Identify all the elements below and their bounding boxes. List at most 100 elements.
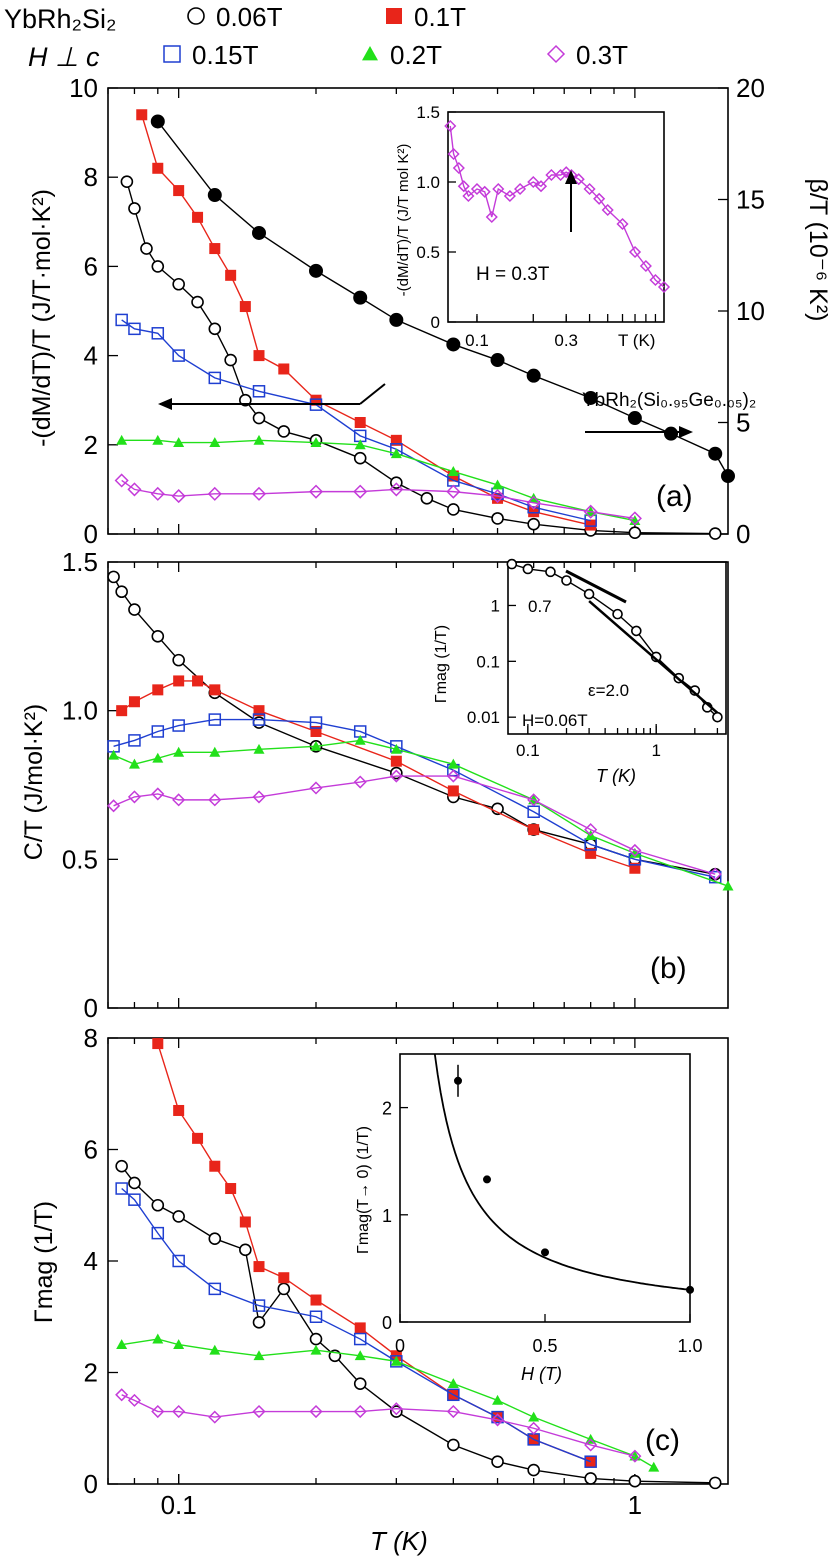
panel-a-0.3T-point-11 <box>526 495 541 510</box>
panel-a-0.1T-point-5 <box>225 269 237 281</box>
panel-b-0.3T-point-12 <box>628 843 642 857</box>
panel-c-0.06T-point-16 <box>628 1474 642 1488</box>
panel-c-0.06T-point-12 <box>447 1438 460 1452</box>
panel-a-0.3T-point-7 <box>353 484 368 499</box>
panel-c-y-ticklabel-2: 4 <box>84 1246 98 1276</box>
panel-a-inset-0.3T-point-9 <box>503 189 516 203</box>
panel-c-label: (c) <box>645 1424 680 1457</box>
panel-a-inset-0.3T-point-25 <box>657 280 671 294</box>
panel-a-0.1T-point-13 <box>492 492 504 504</box>
panel-a-0.06T-point-1 <box>128 202 141 215</box>
panel-b-inset-fit-line <box>588 600 719 714</box>
panel-a-0.1T-point-15 <box>585 519 597 531</box>
panel-c-0.3T-point-7 <box>353 1404 367 1419</box>
panel-c-0.15T-point-5 <box>252 1299 266 1312</box>
panel-a-0.1T-point-14 <box>528 506 540 518</box>
panel-c-0.06T-point-1 <box>128 1176 141 1190</box>
panel-c-0.3T-point-13 <box>628 1449 642 1463</box>
panel-c-inset-point-1 <box>483 1175 491 1184</box>
panel-a-inset-xunit: T (K) <box>618 331 655 350</box>
panel-b-inset-0.06T-point-4 <box>583 588 595 600</box>
panel-a-inset-0.3T-point-0 <box>444 119 457 133</box>
panel-c-0.06T-point-13 <box>491 1455 504 1468</box>
panel-c-0.2T-point-9 <box>492 1394 504 1405</box>
panel-a-label: (a) <box>656 480 693 513</box>
panel-c-0.3T-point-0 <box>115 1388 129 1402</box>
panel-a-inset-0.3T-point-6 <box>478 185 491 198</box>
panel-c-inset-y-ticklabel-2: 2 <box>382 1099 392 1119</box>
panel-c-y-ticklabel-0: 0 <box>84 1469 98 1499</box>
panel-a-y2-ticklabel-4: 20 <box>736 73 765 103</box>
panel-b-inset-0.06T-point-1 <box>522 563 534 575</box>
panel-a-0.06T-point-2 <box>140 242 153 255</box>
panel-b-0.1T-point-11 <box>585 847 597 859</box>
panel-c-inset-point-3 <box>686 1285 694 1294</box>
panel-b-inset-0.06T-point-3 <box>561 575 572 586</box>
panel-c-0.1T-point-1 <box>173 1104 185 1116</box>
panel-a-inset-0.3T-point-21 <box>616 217 629 231</box>
panel-a-inset-ticks: 0.1 0.3 0 0.5 1.0 1.5 <box>416 103 657 350</box>
panel-a-y2label: β/T (10⁻⁶ K²) <box>804 179 830 322</box>
panel-b-inset-xlabel: T (K) <box>596 766 636 786</box>
panel-b-0.2T-point-6 <box>310 740 322 751</box>
panel-c-0.06T-point-10 <box>353 1377 367 1390</box>
panel-a-inset-0.3T-point-11 <box>527 175 540 189</box>
legend-marker-0.2T <box>362 46 378 61</box>
panel-b-inset: 0.1 10.010.11 Γmag (1/T) T (K) 0.7 ε=2.0 … <box>433 558 727 786</box>
panel-a-inset-xl-ticklabel-1: 0.3 <box>554 331 578 350</box>
panel-b-inset-ylabel: Γmag (1/T) <box>433 625 450 703</box>
panel-c-inset: 0 0.5 1.0 0 1 2 Γmag(T→ 0) (1/T) H (T) <box>355 1053 703 1384</box>
panel-a-beta-point-10 <box>627 411 642 426</box>
panel-b-inset-0.06T-point-11 <box>712 711 723 723</box>
panel-a-annotation: YbRh₂(Si₀.₉₅Ge₀.₀₅)₂ <box>582 390 756 411</box>
panel-a-beta-point-3 <box>309 263 324 278</box>
panel-b-inset-y-ticklabel-1: 0.1 <box>476 652 500 671</box>
panel-c: 0.1 1 0 2 4 6 8 Γmag (1/T) (c) T (K) 0 0.5 1.0 0 1… <box>30 1023 729 1556</box>
panel-c-ylabel: Γmag (1/T) <box>30 1201 58 1323</box>
panel-a-0.06T-point-17 <box>527 517 540 531</box>
panel-a-inset: 0.1 0.3 0 0.5 1.0 1.5 -(dM/dT)/T (J/T mol K²)… <box>395 103 671 350</box>
panel-a-y-ticklabel-1: 2 <box>84 430 98 460</box>
panel-b-inset-y-ticklabel-2: 1 <box>491 596 500 615</box>
panel-c-series <box>115 1038 722 1490</box>
panel-b-0.3T-point-5 <box>252 790 266 804</box>
panel-c-0.2T-point-1 <box>152 1333 164 1344</box>
panel-c-0.15T-point-7 <box>353 1332 367 1346</box>
panel-a-0.1T-point-1 <box>152 162 164 174</box>
panel-c-0.3T-point-5 <box>252 1404 266 1419</box>
panel-c-0.2T-point-3 <box>209 1344 221 1355</box>
panel-c-xl-ticklabel-1: 1 <box>628 1490 642 1520</box>
panel-b-0.1T-point-6 <box>253 705 265 717</box>
panel-c-0.06T-line <box>121 1165 716 1484</box>
panel-c-0.3T-point-12 <box>584 1438 598 1452</box>
panel-c-0.2T-point-5 <box>310 1344 322 1355</box>
panel-c-0.2T-point-10 <box>528 1411 540 1422</box>
panel-b-0.1T-point-8 <box>390 755 402 767</box>
inset-a-arrowhead <box>565 170 577 184</box>
panel-a-0.15T-point-3 <box>172 349 185 362</box>
panel-c-0.15T-point-10 <box>491 1410 504 1424</box>
panel-a-0.3T-point-5 <box>251 486 267 501</box>
panel-b-0.1T-point-12 <box>629 862 641 874</box>
panel-a-0.1T-point-7 <box>253 350 265 362</box>
panel-b-0.15T-point-13 <box>708 870 722 884</box>
panel-a-y2-ticklabel-1: 5 <box>736 408 750 438</box>
panel-a-beta-point-5 <box>389 312 404 327</box>
panel-a-0.06T-point-6 <box>208 322 222 336</box>
panel-a-inset-0.3T-point-2 <box>452 161 465 175</box>
panel-a-0.3T-point-3 <box>171 489 186 504</box>
panel-b-0.2T-point-2 <box>152 752 164 763</box>
panel-c-inset-fit-curve <box>433 1053 691 1291</box>
panel-b-inset-xl-ticklabel-0: 0.1 <box>516 741 540 760</box>
panel-b-0.3T-point-11 <box>584 823 598 837</box>
panel-a-0.1T-point-6 <box>239 301 251 313</box>
panel-b-inset-annotation-slope: 0.7 <box>528 597 552 616</box>
panel-a-0.2T-point-6 <box>354 439 366 450</box>
panel-b-y-ticklabel-2: 1.0 <box>62 696 98 726</box>
legend-marker-0.1T <box>386 8 402 24</box>
panel-c-0.06T-point-4 <box>208 1232 222 1245</box>
panel-b-inset-0.06T-point-2 <box>545 566 556 578</box>
panel-b-frame <box>107 561 729 1009</box>
panel-a-0.15T-point-5 <box>252 385 266 398</box>
